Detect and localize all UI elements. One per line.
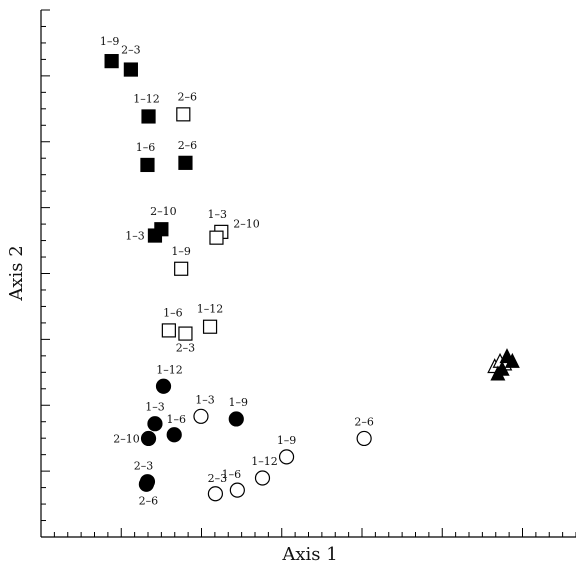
point-labels: 1–92–31–121–6 2–62–101–32–61–32–101–91–6 1…	[100, 35, 374, 507]
circle-marker	[254, 470, 271, 486]
circle-marker	[140, 430, 157, 447]
point-label: 2–3	[121, 44, 141, 57]
square-marker	[174, 261, 189, 276]
square-marker	[147, 228, 163, 243]
point-label: 2–6	[178, 90, 198, 103]
circle-marker	[229, 482, 245, 498]
point-label: 1–9	[171, 245, 191, 258]
square-marker	[202, 319, 218, 334]
square-marker	[178, 155, 193, 170]
x-axis-title: Axis 1	[281, 544, 337, 564]
point-label: 1–9	[100, 35, 120, 48]
data-points	[104, 54, 520, 502]
point-label: 1–3	[195, 393, 215, 406]
triangle-marker	[504, 352, 520, 368]
square-marker	[141, 109, 156, 124]
square-marker	[123, 62, 138, 77]
square-marker	[209, 230, 224, 245]
circle-marker	[356, 430, 372, 447]
point-label: 2–10	[150, 205, 177, 218]
y-ticks	[41, 9, 50, 538]
point-label: 2–6	[178, 139, 198, 152]
point-label: 1–12	[156, 363, 183, 376]
square-marker	[178, 326, 193, 341]
circle-marker	[278, 449, 295, 465]
point-label: 2–10	[113, 432, 140, 445]
circle-marker	[155, 378, 172, 394]
square-marker	[140, 157, 155, 173]
circle-marker	[166, 427, 182, 443]
x-ticks	[40, 528, 576, 537]
point-label: 2–3	[134, 460, 154, 473]
point-label: 2–3	[208, 472, 228, 485]
circle-marker	[138, 476, 154, 492]
circle-marker	[207, 486, 224, 502]
point-label: 1–6	[222, 468, 242, 481]
axes	[40, 9, 576, 538]
circle-marker	[228, 411, 244, 427]
square-marker	[176, 107, 191, 122]
point-label: 1–9	[229, 396, 249, 409]
point-label: 1–6	[136, 141, 156, 154]
point-label: 1–3	[145, 401, 165, 414]
point-label: 2–10	[233, 218, 260, 231]
square-marker	[161, 323, 176, 338]
point-label: 2–3	[176, 342, 196, 355]
point-label: 2–6	[354, 415, 374, 428]
point-label: 1–6	[163, 306, 183, 319]
point-label: 1–3	[208, 208, 228, 221]
y-axis-title: Axis 2	[6, 245, 27, 301]
point-label: 1–12	[251, 455, 278, 468]
square-marker	[104, 54, 119, 69]
circle-marker	[193, 408, 209, 424]
point-label: 1–12	[133, 92, 160, 105]
point-label: 1–9	[277, 434, 297, 447]
point-label: 1–6	[166, 413, 186, 426]
point-label: 1–3	[125, 230, 145, 243]
point-label: 1–12	[197, 303, 224, 316]
triangle-marker	[494, 360, 510, 376]
circle-marker	[147, 416, 163, 432]
point-label: 2–6	[139, 494, 159, 507]
